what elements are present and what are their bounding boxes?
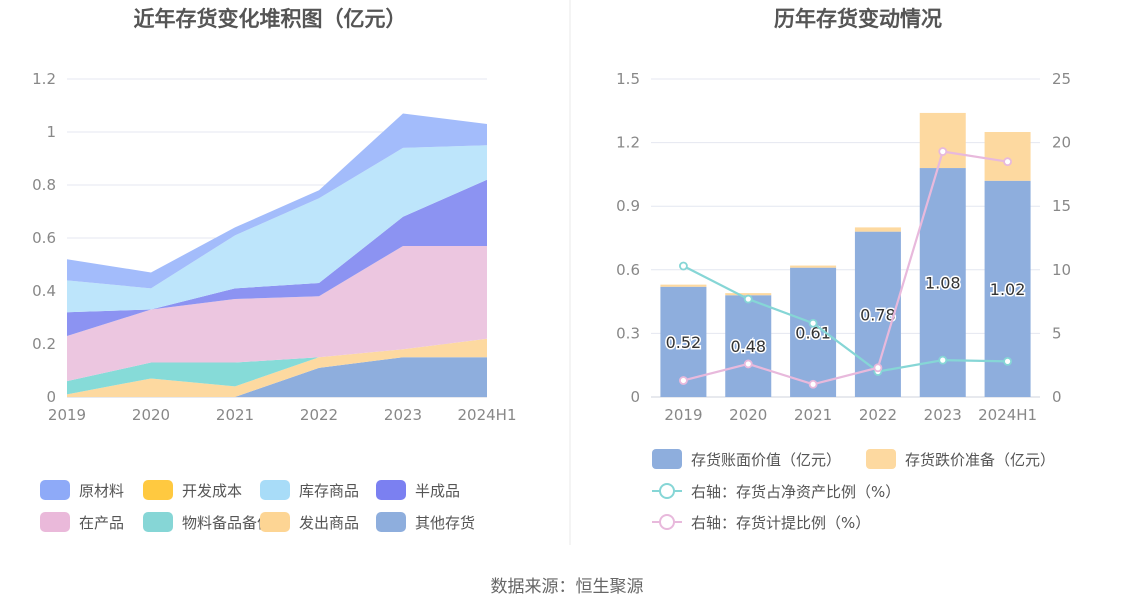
legend-label: 发出商品 xyxy=(299,514,359,532)
legend-label: 存货账面价值（亿元） xyxy=(691,451,841,469)
x-tick-label: 2023 xyxy=(924,406,962,424)
line-point xyxy=(873,363,883,373)
bar-book-value xyxy=(790,267,837,397)
line-net-asset-ratio xyxy=(682,265,1008,373)
legend-label: 开发成本 xyxy=(182,482,242,500)
bar-data-label: 1.02 xyxy=(990,280,1026,299)
legend-label: 在产品 xyxy=(79,514,124,532)
legend-swatch xyxy=(260,512,290,532)
x-tick-label: 2021 xyxy=(216,406,254,424)
legend-swatch xyxy=(376,480,406,500)
legend-swatch xyxy=(652,449,682,469)
chart-title: 近年存货变化堆积图（亿元） xyxy=(134,7,407,31)
line-point xyxy=(1003,157,1012,167)
bar-data-label: 0.61 xyxy=(795,323,831,342)
bar-impairment xyxy=(790,265,837,268)
line-point xyxy=(808,379,818,389)
y2-tick-label: 10 xyxy=(1052,261,1071,279)
legend-marker xyxy=(659,514,675,530)
legend-swatch xyxy=(260,480,290,500)
line-point xyxy=(938,147,948,156)
legend-label: 其他存货 xyxy=(415,514,475,532)
legend-marker xyxy=(659,483,675,499)
legend-swatch xyxy=(143,512,173,532)
line-point xyxy=(938,355,948,365)
y-tick-label: 0.6 xyxy=(32,229,56,247)
x-tick-label: 2024H1 xyxy=(458,406,517,424)
y2-tick-label: 20 xyxy=(1052,134,1071,152)
bar-data-label: 0.52 xyxy=(666,333,702,352)
y-tick-label: 0 xyxy=(630,388,640,406)
x-tick-label: 2022 xyxy=(300,406,338,424)
y-tick-label: 1 xyxy=(46,123,56,141)
y-tick-label: 0.6 xyxy=(616,261,640,279)
line-point xyxy=(743,359,753,369)
legend-label: 半成品 xyxy=(415,482,460,500)
data-source-note: 数据来源：恒生聚源 xyxy=(490,577,644,597)
y2-tick-label: 15 xyxy=(1052,197,1071,215)
x-tick-label: 2019 xyxy=(664,406,702,424)
legend-swatch xyxy=(40,512,70,532)
bar-data-label: 0.78 xyxy=(860,305,896,324)
bar-data-label: 0.48 xyxy=(730,337,766,356)
y-tick-label: 0 xyxy=(46,388,56,406)
y2-tick-label: 5 xyxy=(1052,324,1062,342)
x-tick-label: 2021 xyxy=(794,406,832,424)
bar-impairment xyxy=(725,293,772,296)
legend-swatch xyxy=(866,449,896,469)
y2-tick-label: 0 xyxy=(1052,388,1062,406)
bar-impairment xyxy=(660,284,707,287)
chart-title: 历年存货变动情况 xyxy=(774,7,942,31)
x-tick-label: 2019 xyxy=(48,406,86,424)
x-tick-label: 2020 xyxy=(729,406,767,424)
y-tick-label: 0.8 xyxy=(32,176,56,194)
x-tick-label: 2022 xyxy=(859,406,897,424)
area-series xyxy=(67,357,487,397)
legend-label: 原材料 xyxy=(79,482,124,500)
bar-impairment xyxy=(854,227,901,232)
area-series xyxy=(67,338,487,395)
legend-swatch xyxy=(143,480,173,500)
legend-swatch xyxy=(40,480,70,500)
y2-tick-label: 25 xyxy=(1052,70,1071,88)
legend-label: 存货跌价准备（亿元） xyxy=(905,451,1055,469)
bar-data-label: 1.08 xyxy=(925,274,961,293)
line-point xyxy=(743,294,753,304)
line-point xyxy=(808,318,818,328)
y-tick-label: 1.2 xyxy=(32,70,56,88)
legend-label: 右轴：存货占净资产比例（%） xyxy=(691,483,900,501)
y-tick-label: 0.9 xyxy=(616,197,640,215)
legend-label: 物料备品备件 xyxy=(182,514,272,532)
bar-impairment xyxy=(919,112,966,169)
legend-label: 库存商品 xyxy=(299,482,359,500)
y-tick-label: 1.5 xyxy=(616,70,640,88)
y-tick-label: 0.2 xyxy=(32,335,56,353)
line-point xyxy=(1003,356,1012,366)
x-tick-label: 2024H1 xyxy=(978,406,1037,424)
line-point xyxy=(679,261,688,271)
area-series xyxy=(67,338,487,397)
line-provision-ratio xyxy=(683,150,1008,386)
bar-impairment xyxy=(984,132,1031,181)
area-series xyxy=(67,245,487,382)
bar-book-value xyxy=(725,295,772,397)
y-tick-label: 0.4 xyxy=(32,282,56,300)
y-tick-label: 0.3 xyxy=(616,324,640,342)
y-tick-label: 1.2 xyxy=(616,134,640,152)
legend-label: 右轴：存货计提比例（%） xyxy=(691,514,870,532)
stacked-area-chart: 近年存货变化堆积图（亿元） 0 0.2 0.4 0.6 0.8 1 1.2 2019 2020 20… xyxy=(32,7,517,532)
inventory-bar-line-chart: 历年存货变动情况 0 0.3 0.6 0.9 1.2 1.5 0 5 10 15 20 25 2019 20… xyxy=(616,7,1071,532)
line-point xyxy=(679,376,688,385)
area-series xyxy=(67,113,487,289)
area-series xyxy=(67,179,487,337)
area-series xyxy=(67,145,487,313)
legend-swatch xyxy=(376,512,406,532)
x-tick-label: 2023 xyxy=(384,406,422,424)
x-tick-label: 2020 xyxy=(132,406,170,424)
